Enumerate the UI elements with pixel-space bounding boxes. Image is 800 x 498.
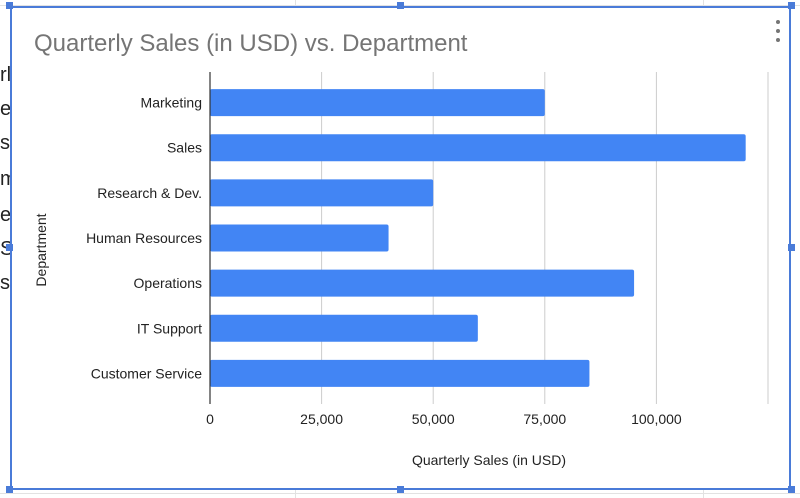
bar[interactable] — [210, 224, 389, 252]
sheet-cell-fragment[interactable]: e — [0, 204, 12, 226]
resize-handle-bottom-left[interactable] — [6, 486, 13, 493]
resize-handle-top-right[interactable] — [788, 2, 795, 9]
resize-handle-right[interactable] — [788, 244, 795, 251]
resize-handle-top-left[interactable] — [6, 2, 13, 9]
x-tick-label: 100,000 — [631, 411, 682, 427]
bar[interactable] — [210, 134, 746, 162]
resize-handle-top[interactable] — [397, 2, 404, 9]
x-tick-labels: 0 25,000 50,000 75,000 100,000 — [206, 411, 682, 427]
x-tick-label: 25,000 — [300, 411, 343, 427]
sheet-cell-fragment[interactable]: se — [0, 132, 12, 154]
resize-handle-bottom-right[interactable] — [788, 486, 795, 493]
sheet-cell-fragment[interactable]: st — [0, 272, 12, 294]
sheet-row-divider — [0, 493, 800, 494]
category-label: Sales — [167, 140, 202, 156]
sheet-cell-fragment[interactable]: rl — [0, 64, 12, 86]
chart-title: Quarterly Sales (in USD) vs. Department — [34, 30, 468, 57]
resize-handle-left[interactable] — [6, 244, 13, 251]
x-tick-label: 50,000 — [412, 411, 455, 427]
category-label: Operations — [134, 275, 202, 291]
category-label: IT Support — [137, 320, 202, 336]
category-label: Marketing — [141, 95, 202, 111]
y-axis-label: Department — [33, 213, 49, 286]
category-label: Human Resources — [86, 230, 202, 246]
bar[interactable] — [210, 89, 545, 117]
bars — [210, 89, 746, 387]
sheet-cell-fragment[interactable]: e — [0, 98, 12, 120]
x-axis-label: Quarterly Sales (in USD) — [412, 452, 566, 468]
category-label: Research & Dev. — [97, 185, 202, 201]
category-labels: Marketing Sales Research & Dev. Human Resou… — [86, 95, 202, 382]
resize-handle-bottom[interactable] — [397, 486, 404, 493]
bar[interactable] — [210, 314, 478, 342]
more-vert-icon[interactable] — [770, 18, 786, 44]
bar[interactable] — [210, 359, 590, 387]
x-tick-label: 75,000 — [523, 411, 566, 427]
sheet-cell-fragment[interactable]: m — [0, 168, 12, 190]
gridlines — [321, 72, 769, 404]
bar[interactable] — [210, 179, 434, 207]
category-label: Customer Service — [91, 365, 202, 381]
bar[interactable] — [210, 269, 635, 297]
x-tick-label: 0 — [206, 411, 214, 427]
chart-container[interactable]: Quarterly Sales (in USD) vs. Department — [10, 6, 791, 490]
